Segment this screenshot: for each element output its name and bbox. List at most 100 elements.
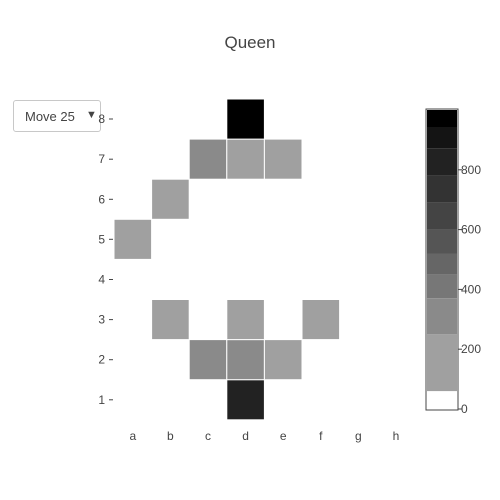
colorbar: 0 200 400 600 800 <box>425 108 481 416</box>
heatmap-cell-h1 <box>377 379 415 420</box>
heatmap-cell-g2 <box>339 339 378 380</box>
x-tick-label-e: e <box>280 429 287 443</box>
colorbar-band <box>427 253 457 275</box>
x-axis-ticks: a b c d e f g h <box>129 429 399 443</box>
heatmap-cell-b1 <box>151 379 190 420</box>
heatmap-cell-c1 <box>189 379 227 420</box>
heatmap-cell-b6 <box>151 178 190 220</box>
heatmap-cell-c5 <box>189 219 227 260</box>
heatmap-cell-g8 <box>339 99 378 140</box>
colorbar-band <box>427 274 457 299</box>
y-tick-label-5: 5 <box>98 232 105 246</box>
x-tick-label-c: c <box>205 429 211 443</box>
heatmap-cell-e1 <box>264 379 302 420</box>
heatmap-cell-b4 <box>151 259 190 300</box>
heatmap-cell-h4 <box>377 259 415 300</box>
heatmap-cell-a4 <box>114 259 152 300</box>
heatmap-cell-b7 <box>151 139 190 180</box>
colorbar-band <box>427 298 457 335</box>
heatmap-cell-a6 <box>114 179 152 220</box>
heatmap-cell-f4 <box>302 259 340 300</box>
heatmap-cell-h8 <box>377 99 415 140</box>
colorbar-band <box>427 334 457 392</box>
heatmap-cell-b5 <box>151 219 190 260</box>
heatmap-cell-f8 <box>302 99 340 140</box>
colorbar-band <box>427 127 457 149</box>
heatmap-cell-f6 <box>302 179 340 220</box>
x-tick-label-a: a <box>129 429 136 443</box>
heatmap-cell-d6 <box>226 179 265 220</box>
colorbar-band <box>427 110 457 128</box>
heatmap-cell-g6 <box>339 179 378 220</box>
heatmap-cell-c8 <box>189 99 227 140</box>
heatmap-cell-d2 <box>226 339 265 381</box>
colorbar-tick-label-0: 0 <box>461 402 468 416</box>
heatmap-cell-e2 <box>263 339 303 381</box>
heatmap-cell-c7 <box>188 138 228 180</box>
y-tick-label-6: 6 <box>98 192 105 206</box>
y-tick-label-1: 1 <box>98 393 105 407</box>
heatmap-cell-a5 <box>113 218 153 260</box>
y-tick-label-4: 4 <box>98 273 105 287</box>
colorbar-band <box>427 202 457 230</box>
dropdown-arrow-icon: ▼ <box>86 109 97 121</box>
move-dropdown[interactable]: Move 25 ▼ <box>13 100 101 132</box>
colorbar-band <box>427 148 457 176</box>
colorbar-tick-label-800: 800 <box>461 163 481 177</box>
chart-title: Queen <box>224 33 276 52</box>
heatmap-cell-e5 <box>264 219 302 260</box>
heatmap-cell-f7 <box>302 139 340 180</box>
heatmap-cell-h5 <box>377 219 415 260</box>
heatmap-cell-h6 <box>377 179 415 220</box>
heatmap-cell-b3 <box>151 299 190 341</box>
x-tick-label-d: d <box>242 429 249 443</box>
heatmap-cell-a8 <box>114 99 152 140</box>
colorbar-tick-label-600: 600 <box>461 223 481 237</box>
colorbar-band <box>427 175 457 203</box>
x-tick-label-g: g <box>355 429 362 443</box>
heatmap-cell-d1 <box>226 379 265 421</box>
heatmap-cell-h2 <box>377 339 415 380</box>
heatmap-cell-d8 <box>226 98 265 140</box>
heatmap-cell-e6 <box>264 179 302 220</box>
heatmap-cell-d7 <box>226 138 265 180</box>
heatmap-cell-e3 <box>264 299 302 340</box>
heatmap-cell-a7 <box>114 139 152 180</box>
x-tick-label-f: f <box>319 429 323 443</box>
heatmap-cell-c4 <box>189 259 227 300</box>
heatmap-cell-f5 <box>302 219 340 260</box>
heatmap-cell-e4 <box>264 259 302 300</box>
heatmap-cell-h7 <box>377 139 415 180</box>
y-tick-label-8: 8 <box>98 112 105 126</box>
colorbar-tick-label-200: 200 <box>461 342 481 356</box>
y-tick-label-3: 3 <box>98 313 105 327</box>
heatmap-cell-d4 <box>226 259 265 300</box>
y-axis-ticks: 1 2 3 4 5 6 7 8 <box>98 112 113 407</box>
heatmap-cell-a1 <box>114 379 152 420</box>
heatmap-cell-f2 <box>302 339 340 380</box>
x-tick-label-b: b <box>167 429 174 443</box>
heatmap-cell-g4 <box>339 259 378 300</box>
colorbar-band <box>427 391 457 409</box>
heatmap-cell-f1 <box>302 379 340 420</box>
heatmap-cell-d5 <box>226 219 265 260</box>
colorbar-tick-label-400: 400 <box>461 282 481 296</box>
heatmap-cell-g3 <box>339 299 378 340</box>
heatmap-cell-g1 <box>339 379 378 420</box>
colorbar-band <box>427 229 457 254</box>
heatmap-cell-a3 <box>114 299 152 340</box>
heatmap-cell-g5 <box>339 219 378 260</box>
heatmap-cell-c3 <box>189 299 227 340</box>
x-tick-label-h: h <box>393 429 400 443</box>
colorbar-frame <box>425 108 459 411</box>
heatmap-cell-c6 <box>189 179 227 220</box>
heatmap-cell-e8 <box>264 99 302 140</box>
y-tick-label-2: 2 <box>98 353 105 367</box>
heatmap-cell-b2 <box>151 339 190 380</box>
heatmap-cell-g7 <box>339 139 378 180</box>
heatmap-cell-b8 <box>151 99 190 140</box>
heatmap-cell-a2 <box>114 339 152 380</box>
heatmap-cell-e7 <box>263 138 303 180</box>
heatmap-cells <box>113 98 415 421</box>
